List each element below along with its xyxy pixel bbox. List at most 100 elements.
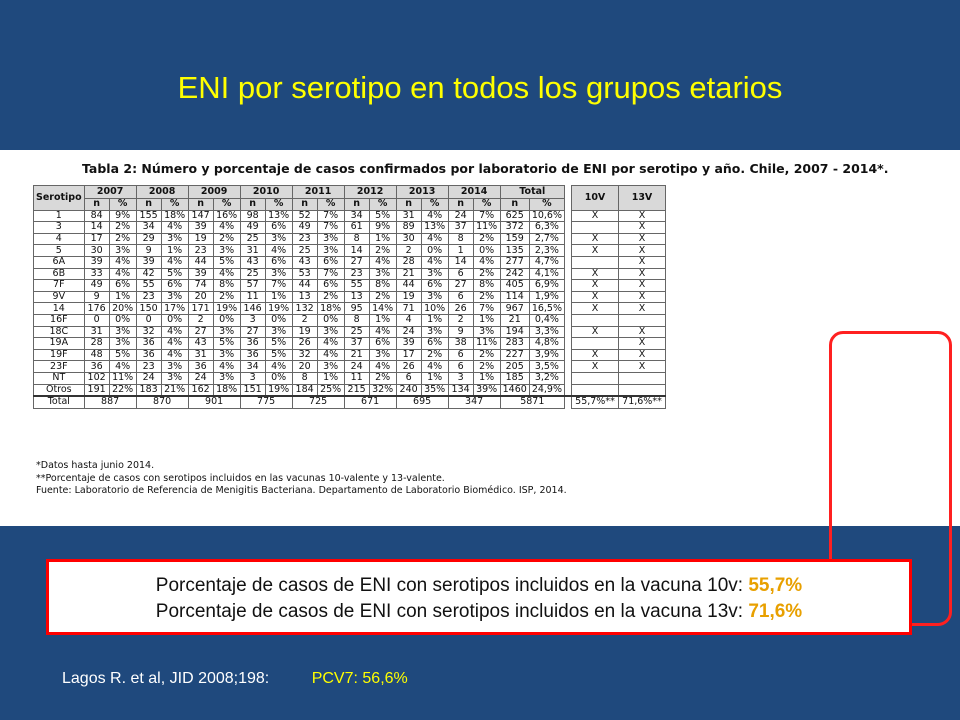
serotype-cell: 9V [33, 290, 85, 304]
count-cell: 26 [395, 360, 422, 373]
percent-cell: 4% [212, 221, 241, 234]
total-percent-cell: 6,9% [528, 279, 566, 292]
count-cell: 151 [239, 383, 266, 397]
count-cell: 49 [239, 221, 266, 234]
percent-cell: 22% [108, 383, 137, 397]
count-cell: 43 [239, 255, 266, 269]
vaccine-10v-cell [571, 313, 619, 327]
count-cell: 31 [83, 325, 110, 339]
total-percent-cell: 3,5% [528, 360, 566, 373]
count-cell: 55 [343, 279, 370, 292]
serotype-cell: 7F [33, 279, 85, 292]
count-cell: 23 [135, 290, 162, 304]
count-cell: 61 [343, 221, 370, 234]
year-total-cell: 775 [239, 395, 293, 409]
count-cell: 27 [187, 325, 214, 339]
vaccine-10v-cell: X [571, 290, 619, 304]
percent-cell: 6% [264, 221, 293, 234]
header-10v: 10V [571, 185, 619, 211]
count-cell: 3 [239, 371, 266, 385]
percent-cell: 3% [108, 325, 137, 339]
count-cell: 6 [447, 360, 474, 373]
percent-cell: 0% [264, 313, 293, 327]
percent-cell: 2% [316, 290, 345, 304]
count-cell: 1 [447, 244, 474, 257]
percent-cell: 2% [212, 290, 241, 304]
serotype-cell: 6B [33, 267, 85, 281]
percent-cell: 9% [108, 209, 137, 223]
gap-cell [564, 395, 572, 409]
percent-cell: 4% [420, 232, 449, 246]
percent-cell: 11% [108, 371, 137, 385]
count-cell: 39 [135, 255, 162, 269]
count-cell: 25 [239, 232, 266, 246]
count-cell: 11 [343, 371, 370, 385]
summary-box: Porcentaje de casos de ENI con serotipos… [46, 559, 912, 635]
total-count-cell: 625 [499, 209, 530, 223]
count-cell: 57 [239, 279, 266, 292]
vaccine-13v-cell: X [618, 360, 666, 373]
count-cell: 155 [135, 209, 162, 223]
count-cell: 37 [343, 337, 370, 350]
serotype-cell: 5 [33, 244, 85, 257]
count-cell: 6 [395, 371, 422, 385]
gap-cell [564, 210, 572, 222]
percent-cell: 5% [108, 348, 137, 362]
count-cell: 36 [187, 360, 214, 373]
gap-cell [564, 244, 572, 257]
serotype-cell: 1 [33, 209, 85, 223]
table-row: 14 176 20% 150 17% 171 19% 146 19% 132 18% 95 14% 71 1… [33, 302, 666, 315]
percent-cell: 2% [108, 232, 137, 246]
header-n: n [239, 198, 266, 211]
gap-cell [564, 256, 572, 269]
percent-cell: 3% [316, 325, 345, 339]
serotype-cell: 16F [33, 313, 85, 327]
count-cell: 25 [291, 244, 318, 257]
count-cell: 39 [395, 337, 422, 350]
count-cell: 71 [395, 302, 422, 315]
count-cell: 9 [447, 325, 474, 339]
count-cell: 36 [239, 337, 266, 350]
percent-cell: 6% [420, 279, 449, 292]
vaccine-10v-cell [571, 383, 619, 397]
year-total-cell: 671 [343, 395, 397, 409]
vaccine-10v-cell: X [571, 267, 619, 281]
summary-text-13v: Porcentaje de casos de ENI con serotipos… [155, 601, 744, 622]
total-count-cell: 135 [499, 244, 530, 257]
grand-total-cell: 5871 [499, 395, 566, 409]
year-total-cell: 347 [447, 395, 501, 409]
header-pct: % [472, 198, 501, 211]
count-cell: 19 [395, 290, 422, 304]
vaccine-10v-cell: X [571, 325, 619, 339]
count-cell: 2 [447, 313, 474, 327]
header-year-2014: 2014 [447, 185, 501, 199]
percent-cell: 4% [420, 209, 449, 223]
count-cell: 184 [291, 383, 318, 397]
total-count-cell: 372 [499, 221, 530, 234]
percent-cell: 1% [420, 371, 449, 385]
percent-cell: 5% [264, 348, 293, 362]
gap-cell [564, 337, 572, 350]
gap-cell [564, 279, 572, 292]
percent-cell: 1% [316, 371, 345, 385]
total-count-cell: 114 [499, 290, 530, 304]
count-cell: 98 [239, 209, 266, 223]
count-cell: 24 [343, 360, 370, 373]
count-cell: 0 [83, 313, 110, 327]
total-percent-cell: 4,1% [528, 267, 566, 281]
percent-cell: 5% [212, 337, 241, 350]
serotype-cell: 3 [33, 221, 85, 234]
percent-cell: 2% [472, 348, 501, 362]
percent-cell: 10% [420, 302, 449, 315]
count-cell: 74 [187, 279, 214, 292]
table-image-panel: Tabla 2: Número y porcentaje de casos co… [0, 150, 960, 626]
header-year-2010: 2010 [239, 185, 293, 199]
header-n: n [343, 198, 370, 211]
percent-cell: 19% [264, 302, 293, 315]
count-cell: 36 [83, 360, 110, 373]
slide-title: ENI por serotipo en todos los grupos eta… [177, 70, 783, 105]
percent-cell: 3% [316, 244, 345, 257]
count-cell: 39 [187, 267, 214, 281]
table-row: 9V 9 1% 23 3% 20 2% 11 1% 13 2% 13 2% 19 3% 6 2% 114 1,9% X… [33, 290, 666, 304]
total-percent-cell: 1,9% [528, 290, 566, 304]
